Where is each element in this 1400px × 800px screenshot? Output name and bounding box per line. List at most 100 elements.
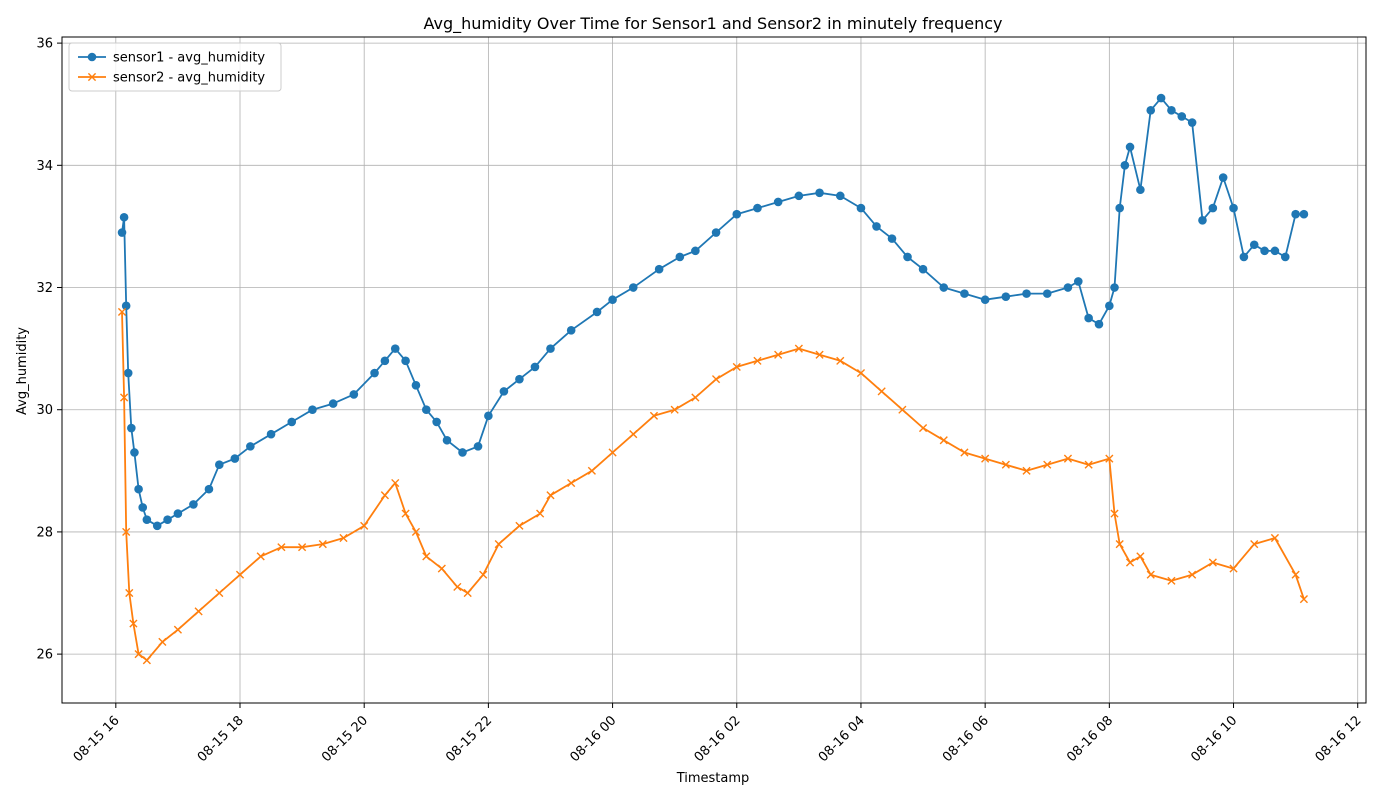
data-point [194,607,203,616]
data-point [129,619,138,628]
data-point [1250,540,1259,549]
chart-title: Avg_humidity Over Time for Sensor1 and S… [423,14,1002,34]
data-point [215,460,224,470]
grid [62,37,1366,703]
data-point [608,295,617,305]
y-tick-label: 30 [36,403,53,418]
data-point [856,368,866,378]
data-point [1208,558,1217,567]
data-point [691,393,700,402]
y-tick-label: 34 [36,159,53,174]
data-point [815,350,824,359]
data-point [1001,292,1011,301]
data-point [587,466,596,475]
data-point [458,448,467,457]
data-point [391,478,400,488]
data-point [981,454,990,463]
y-tick-label: 32 [36,281,53,296]
data-point [437,564,446,573]
data-point [173,509,183,518]
data-point [230,454,240,463]
data-point [960,289,969,298]
data-point [204,484,214,494]
data-point [287,417,297,427]
data-point [1115,203,1124,213]
data-point [566,325,576,335]
data-point [1270,533,1280,543]
y-tick-label: 36 [36,37,53,52]
data-point [380,491,389,500]
data-point [246,442,255,451]
data-point [608,448,617,457]
data-point [421,405,431,415]
data-point [328,399,338,408]
data-point [401,356,410,366]
data-point [1177,112,1187,121]
data-point [121,301,131,311]
data-point [318,540,327,549]
legend-box [68,42,282,92]
data-point [1110,283,1119,292]
data-point [1291,209,1300,219]
data-point [1146,106,1156,115]
data-point [432,417,441,427]
data-point [134,650,143,659]
data-point [1299,595,1308,604]
data-point [711,228,721,237]
data-point [546,491,555,500]
data-point [1270,246,1280,256]
data-point [473,442,483,451]
data-point [649,411,659,420]
data-point [494,540,503,549]
data-point [872,222,881,231]
data-point [1167,576,1176,585]
data-point [120,393,129,402]
data-point [773,197,783,207]
data-point [1188,570,1197,579]
data-point [1105,301,1114,311]
legend-marker [87,72,97,82]
data-point [877,387,886,396]
data-point [1084,460,1093,469]
data-point [1073,277,1083,286]
data-point [939,283,949,292]
series-1 [117,93,1309,531]
data-point [134,484,143,494]
data-point [1043,460,1052,469]
data-point [675,252,685,262]
data-point [1187,118,1197,127]
data-point [1022,466,1031,475]
legend-label: sensor2 - avg_humidity [113,71,265,86]
data-point [339,533,348,543]
data-point [130,448,139,457]
data-point [117,307,127,317]
data-point [794,344,803,353]
data-point [1167,106,1176,115]
data-point [122,527,131,537]
data-point [1042,289,1052,298]
data-point [1218,173,1228,182]
data-point [918,423,928,433]
data-point [390,344,400,353]
y-tick-label: 28 [36,525,53,540]
data-point [1249,240,1259,250]
y-tick-label: 26 [36,648,53,663]
data-point [794,191,804,201]
data-point [835,191,845,201]
data-point [256,552,265,561]
data-point [1229,203,1238,213]
data-point [515,521,524,530]
data-point [173,625,183,634]
data-point [125,588,134,598]
data-point [308,405,317,415]
data-point [691,246,700,256]
data-point [479,570,488,579]
data-point [411,380,421,390]
data-point [422,552,431,561]
data-point [939,436,948,445]
y-axis-label: Avg_humidity [15,327,30,415]
data-point [142,656,151,665]
data-point [815,188,824,198]
data-point [856,203,866,213]
data-point [142,515,152,524]
